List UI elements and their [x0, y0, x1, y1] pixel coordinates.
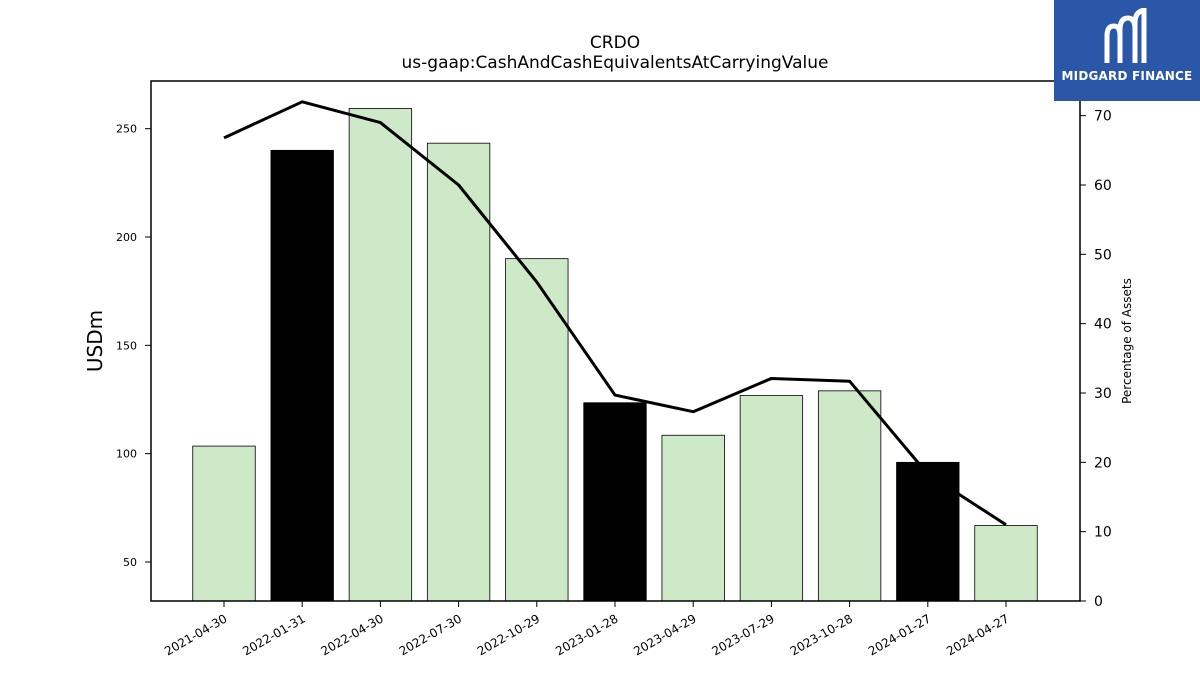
left-axis: 50 100 150 200 250	[116, 123, 151, 569]
y-tick-label: 150	[116, 339, 137, 352]
y-tick-label: 200	[116, 231, 137, 244]
line-layer	[223, 100, 1007, 526]
bar-2022-01-31	[270, 149, 334, 602]
y2-tick-label: 70	[1094, 109, 1112, 125]
y2-tick-label: 40	[1094, 317, 1112, 333]
bar-2023-10-28	[817, 390, 882, 602]
bar-2023-04-29	[661, 434, 725, 602]
midgard-finance-logo: MIDGARD FINANCE	[1054, 0, 1200, 101]
y2-tick-label: 20	[1094, 455, 1112, 471]
y-axis-label: USDm	[83, 310, 107, 372]
x-tick-label: 2021-04-30	[162, 611, 229, 658]
bar-2022-04-30	[348, 108, 413, 602]
y2-tick-label: 10	[1094, 525, 1112, 541]
y2-tick-label: 50	[1094, 247, 1112, 263]
bar-2022-10-29	[505, 258, 569, 602]
right-axis: 0 10 20 30 40 50 60 70	[1080, 109, 1112, 610]
bars-layer	[192, 108, 1038, 602]
x-tick-label: 2023-10-28	[788, 611, 855, 658]
y2-axis-label: Percentage of Assets	[1120, 278, 1134, 404]
bar-2022-07-30	[426, 142, 491, 602]
y2-tick-label: 0	[1094, 594, 1103, 610]
x-tick-label: 2024-04-27	[944, 611, 1011, 658]
bar-2023-01-28	[583, 402, 647, 602]
chart-subtitle: us-gaap:CashAndCashEquivalentsAtCarrying…	[402, 53, 829, 73]
bar-2023-07-29	[739, 395, 804, 602]
x-tick-label: 2023-04-29	[631, 611, 698, 658]
x-tick-label: 2022-07-30	[397, 611, 464, 658]
bar-2021-04-30	[192, 445, 256, 602]
y-tick-label: 100	[116, 448, 137, 461]
x-tick-label: 2022-10-29	[475, 611, 542, 658]
x-tick-label: 2022-01-31	[240, 611, 307, 658]
y2-tick-label: 60	[1094, 178, 1112, 194]
x-tick-label: 2023-01-28	[553, 611, 620, 658]
y-tick-label: 250	[116, 123, 137, 136]
midgard-logo-icon	[1104, 8, 1147, 63]
bar-2024-01-27	[896, 461, 960, 602]
y2-tick-label: 30	[1094, 386, 1112, 402]
bar-2024-04-27	[974, 525, 1038, 602]
percentage-line	[223, 100, 1007, 526]
y-tick-label: 50	[123, 556, 137, 569]
x-tick-label: 2022-04-30	[318, 611, 385, 658]
logo-text: MIDGARD FINANCE	[1061, 69, 1193, 83]
x-tick-label: 2024-01-27	[866, 611, 933, 658]
x-axis: 2021-04-30 2022-01-31 2022-04-30 2022-07-30…	[162, 601, 1012, 658]
chart-title: CRDO	[590, 33, 640, 53]
x-tick-label: 2023-07-29	[709, 611, 776, 658]
